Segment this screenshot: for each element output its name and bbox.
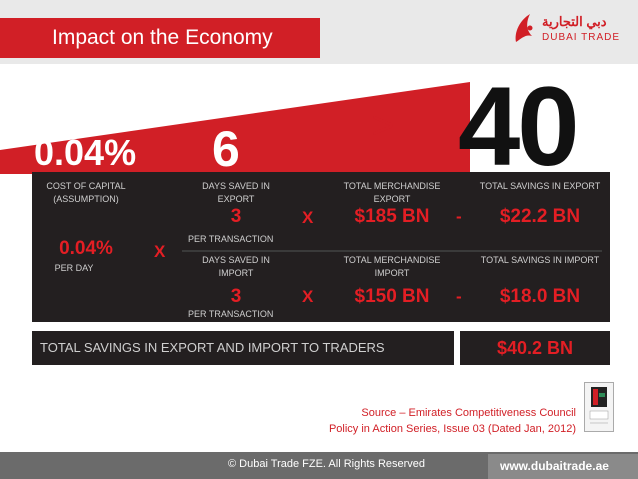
slide-title: Impact on the Economy <box>0 18 320 58</box>
merchandise-export-value: $185 BN <box>354 206 430 227</box>
merchandise-export-label: TOTAL MERCHANDISE EXPORT <box>343 181 441 204</box>
hero-rate: 0.04% <box>34 132 137 173</box>
savings-export-label: TOTAL SAVINGS IN EXPORT <box>479 181 601 191</box>
source-citation: Source – Emirates Competitiveness Counci… <box>284 405 576 437</box>
multiply-operator-main: X <box>154 242 166 261</box>
dubai-trade-logo: دبي التجارية DUBAI TRADE <box>512 10 622 50</box>
hero-days: 6 <box>212 121 240 177</box>
greater-than-symbol: > <box>372 105 395 147</box>
source-line-2: Policy in Action Series, Issue 03 (Dated… <box>328 423 576 435</box>
growth-wedge <box>0 82 470 174</box>
row-divider <box>182 250 602 252</box>
days-saved-export-label: DAYS SAVED IN EXPORT <box>202 181 270 204</box>
savings-import-label: TOTAL SAVINGS IN IMPORT <box>480 255 600 265</box>
source-line-1: Source – Emirates Competitiveness Counci… <box>361 407 576 419</box>
merchandise-import-value: $150 BN <box>354 286 430 307</box>
ecc-report-icon <box>589 387 609 424</box>
savings-export-value: $22.2 BN <box>499 206 581 227</box>
website-link[interactable]: www.dubaitrade.ae <box>488 454 638 479</box>
cost-of-capital-value: 0.04% <box>59 238 113 259</box>
total-savings-label: TOTAL SAVINGS IN EXPORT AND IMPORT TO TR… <box>32 331 454 365</box>
logo-arabic-text: دبي التجارية <box>542 14 607 29</box>
days-saved-import-value: 3 <box>230 286 242 307</box>
equals-operator-import: - <box>456 287 462 306</box>
dubai-trade-emblem-icon <box>515 14 533 42</box>
days-saved-import-label: DAYS SAVED IN IMPORT <box>202 255 270 278</box>
savings-import-value: $18.0 BN <box>499 286 581 307</box>
per-transaction-export-label: PER TRANSACTION <box>188 234 274 244</box>
merchandise-import-label: TOTAL MERCHANDISE IMPORT <box>343 255 441 278</box>
per-transaction-import-label: PER TRANSACTION <box>188 309 274 319</box>
multiply-operator-export: X <box>302 208 314 227</box>
multiply-operator-import: X <box>302 287 314 306</box>
days-saved-export-value: 3 <box>230 206 242 227</box>
equals-operator-export: - <box>456 207 462 226</box>
ecc-report-thumbnail <box>584 382 614 432</box>
hero-total: 40 <box>458 64 580 189</box>
calculation-panel <box>32 172 610 322</box>
total-savings-value: $40.2 BN <box>460 331 610 365</box>
cost-of-capital-label: COST OF CAPITAL (ASSUMPTION) <box>46 181 126 204</box>
copyright-text: © Dubai Trade FZE. All Rights Reserved <box>228 458 426 470</box>
per-day-label: PER DAY <box>54 263 94 273</box>
logo-english-text: DUBAI TRADE <box>542 32 621 43</box>
